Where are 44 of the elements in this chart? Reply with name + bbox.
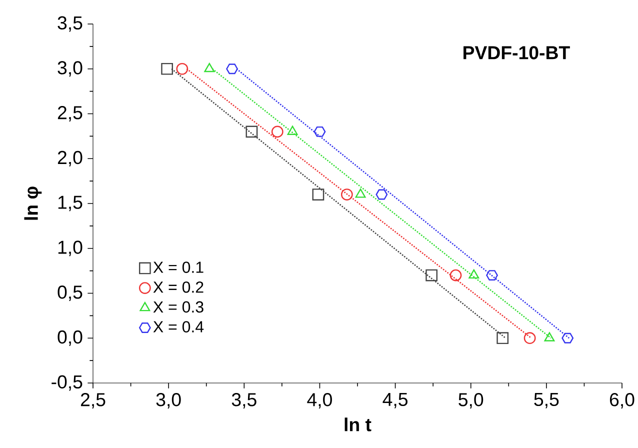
- point: [524, 332, 536, 344]
- y-tick-label: 2,5: [58, 106, 82, 122]
- text: PVDF-10-BT: [464, 46, 570, 60]
- point: [468, 269, 480, 279]
- point: [204, 62, 215, 72]
- point: [226, 64, 238, 74]
- point: [496, 332, 509, 344]
- x-tick-label: 4,0: [307, 393, 332, 408]
- point: [450, 269, 462, 282]
- legend-label: X = 0.2: [153, 281, 204, 293]
- point: [312, 188, 324, 200]
- x-tick-label: 4,5: [382, 393, 408, 408]
- y-tick-label: 1,5: [58, 196, 82, 212]
- legend-label: X = 0.4: [153, 321, 204, 332]
- point: [355, 188, 366, 198]
- point: [340, 188, 353, 200]
- point: [544, 332, 555, 342]
- y-tick-label: 3,0: [58, 61, 82, 77]
- x-tick-label: 6,0: [610, 393, 634, 408]
- point: [176, 62, 188, 75]
- y-tick-label: 3,5: [58, 16, 82, 32]
- point: [562, 332, 574, 344]
- point: [287, 126, 298, 135]
- x-tick-label: 5,5: [534, 393, 559, 408]
- point: [486, 270, 498, 281]
- legend-label: X = 0.1: [153, 262, 204, 273]
- x-axis-title: ln t: [344, 418, 372, 432]
- legend-label: X = 0.3: [153, 301, 204, 313]
- x-tick-label: 3,5: [232, 393, 256, 408]
- point: [246, 126, 258, 138]
- y-tick-label: 0,5: [58, 286, 82, 301]
- y-tick-label: -0,5: [52, 375, 82, 391]
- point: [161, 62, 173, 75]
- x-tick-label: 3,0: [156, 393, 181, 408]
- y-tick-label: 0,0: [58, 330, 82, 346]
- point: [376, 189, 388, 200]
- point: [426, 269, 438, 282]
- x-tick-label: 5,0: [458, 393, 484, 408]
- y-axis-title: ln φ: [24, 186, 42, 220]
- point: [271, 126, 284, 138]
- point: [314, 126, 326, 137]
- x-tick-label: 2,5: [80, 393, 106, 408]
- y-tick-label: 2,0: [58, 150, 82, 166]
- y-tick-label: 1,0: [58, 240, 82, 256]
